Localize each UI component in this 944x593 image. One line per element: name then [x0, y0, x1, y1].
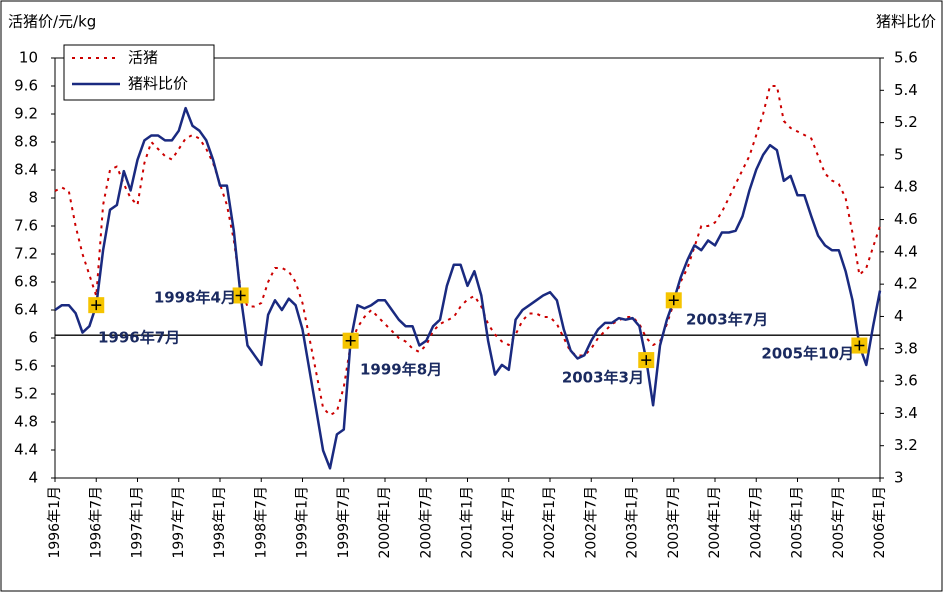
x-tick-label: 2004年7月 — [748, 486, 764, 559]
annotation-cross — [668, 295, 679, 306]
y2-tick-label: 5.6 — [894, 49, 918, 67]
y2-tick-label: 3 — [894, 469, 904, 487]
x-tick-label: 1999年7月 — [336, 486, 352, 559]
x-tick-label: 1998年7月 — [253, 486, 269, 559]
x-tick-label: 2005年1月 — [790, 486, 806, 559]
y-tick-label: 4 — [28, 469, 38, 487]
annotation: 1999年8月 — [360, 361, 442, 379]
y-tick-label: 10 — [19, 49, 38, 67]
legend-label: 猪料比价 — [128, 75, 188, 93]
x-tick-label: 2002年7月 — [583, 486, 599, 559]
y-tick-label: 8.8 — [14, 133, 38, 151]
annotation-cross — [345, 335, 356, 346]
y-tick-label: 6 — [28, 329, 38, 347]
x-tick-label: 2006年1月 — [872, 486, 888, 559]
y-tick-label: 5.6 — [14, 357, 38, 375]
x-tick-label: 2000年1月 — [377, 486, 393, 559]
x-tick-label: 2002年1月 — [542, 486, 558, 559]
y2-tick-label: 4.2 — [894, 275, 918, 293]
annotation-cross — [641, 355, 652, 366]
y2-tick-label: 4.6 — [894, 210, 918, 228]
x-tick-label: 1997年7月 — [171, 486, 187, 559]
y-tick-label: 7.2 — [14, 245, 38, 263]
y-tick-label: 4.4 — [14, 441, 38, 459]
y2-tick-label: 3.4 — [894, 404, 918, 422]
y-tick-label: 4.8 — [14, 413, 38, 431]
annotation: 2005年10月 — [761, 345, 854, 363]
x-tick-label: 1996年1月 — [47, 486, 63, 559]
x-tick-label: 2004年1月 — [707, 486, 723, 559]
y2-tick-label: 3.8 — [894, 339, 918, 357]
y2-tick-label: 3.6 — [894, 372, 918, 390]
y2-tick-label: 5.2 — [894, 113, 918, 131]
x-tick-label: 1998年1月 — [212, 486, 228, 559]
x-tick-label: 2000年7月 — [418, 486, 434, 559]
y2-tick-label: 4 — [894, 307, 904, 325]
y2-tick-label: 3.2 — [894, 436, 918, 454]
y-tick-label: 8 — [28, 189, 38, 207]
annotation-cross — [235, 290, 246, 301]
y-axis-title: 活猪价/元/kg — [8, 13, 96, 31]
y2-tick-label: 4.4 — [894, 242, 918, 260]
annotation-cross — [854, 340, 865, 351]
y-tick-label: 7.6 — [14, 217, 38, 235]
y2-tick-label: 5 — [894, 145, 904, 163]
x-tick-label: 2003年1月 — [625, 486, 641, 559]
y2-tick-label: 4.8 — [894, 178, 918, 196]
legend — [63, 44, 215, 101]
y2-tick-label: 5.4 — [894, 81, 918, 99]
annotation: 2003年3月 — [562, 369, 644, 387]
x-tick-label: 2001年7月 — [501, 486, 517, 559]
y-tick-label: 6.8 — [14, 273, 38, 291]
y2-axis-title: 猪料比价 — [876, 13, 936, 31]
annotation: 2003年7月 — [686, 311, 768, 329]
annotation: 1998年4月 — [154, 289, 236, 307]
y-tick-label: 9.6 — [14, 77, 38, 95]
legend-label: 活猪 — [128, 49, 158, 67]
x-tick-label: 2003年7月 — [666, 486, 682, 559]
annotation-cross — [91, 300, 102, 311]
x-tick-label: 1997年1月 — [130, 486, 146, 559]
x-tick-label: 1996年7月 — [88, 486, 104, 559]
x-tick-label: 2001年1月 — [460, 486, 476, 559]
x-tick-label: 1999年1月 — [295, 486, 311, 559]
annotation: 1996年7月 — [98, 329, 180, 347]
y-tick-label: 6.4 — [14, 301, 38, 319]
series-line — [54, 106, 882, 470]
x-tick-label: 2005年7月 — [831, 486, 847, 559]
y-tick-label: 8.4 — [14, 161, 38, 179]
y-tick-label: 9.2 — [14, 105, 38, 123]
y-tick-label: 5.2 — [14, 385, 38, 403]
